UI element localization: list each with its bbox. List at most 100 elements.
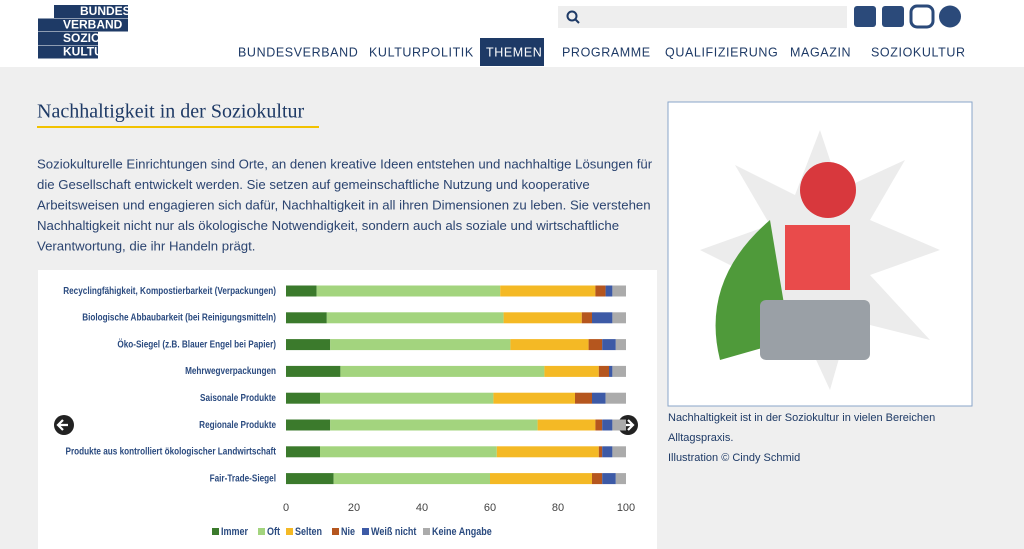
bar-segment bbox=[615, 473, 626, 485]
bar-segment bbox=[286, 473, 334, 485]
logo-text[interactable]: BUNDES bbox=[80, 4, 131, 18]
bar-segment bbox=[592, 473, 603, 485]
x-tick-label: 100 bbox=[617, 502, 635, 514]
bar-segment bbox=[500, 285, 596, 297]
search-box[interactable] bbox=[558, 6, 847, 28]
bar-segment bbox=[326, 312, 504, 324]
bar-segment bbox=[609, 365, 613, 377]
legend-swatch bbox=[286, 528, 293, 535]
legend-swatch bbox=[258, 528, 265, 535]
x-tick-label: 80 bbox=[552, 502, 564, 514]
bar-segment bbox=[286, 392, 320, 404]
bar-segment bbox=[602, 446, 613, 458]
bar-segment bbox=[320, 446, 497, 458]
linkedin-icon[interactable] bbox=[882, 6, 904, 27]
bar-segment bbox=[602, 473, 616, 485]
logo-block[interactable] bbox=[38, 18, 128, 32]
bar-segment bbox=[333, 473, 490, 485]
bar-segment bbox=[595, 285, 606, 297]
logo-block[interactable] bbox=[38, 45, 98, 59]
bar-segment bbox=[490, 473, 592, 485]
instagram-icon[interactable] bbox=[909, 4, 935, 29]
illustration-shirt bbox=[785, 225, 850, 290]
article-line: Verantwortung, die ihr Handeln prägt. bbox=[37, 238, 255, 253]
logo-text[interactable]: SOZIO bbox=[63, 31, 100, 45]
category-label: Öko-Siegel (z.B. Blauer Engel bei Papier… bbox=[117, 337, 276, 349]
category-label: Saisonale Produkte bbox=[200, 391, 276, 403]
bar-segment bbox=[496, 446, 599, 458]
illustration-helmet bbox=[800, 162, 856, 218]
nav-item[interactable]: SOZIOKULTUR bbox=[871, 45, 966, 59]
nav-item[interactable]: MAGAZIN bbox=[790, 45, 851, 59]
bar-segment bbox=[612, 446, 626, 458]
legend-label: Weiß nicht bbox=[371, 526, 417, 538]
nav-item[interactable]: KULTURPOLITIK bbox=[369, 45, 474, 59]
article-line: Arbeitsweisen und engagieren sich dafür,… bbox=[37, 197, 651, 212]
x-tick-label: 0 bbox=[283, 502, 289, 514]
caption-line: Nachhaltigkeit ist in der Soziokultur in… bbox=[668, 412, 935, 424]
bar-segment bbox=[612, 419, 626, 431]
caption-line: Illustration © Cindy Schmid bbox=[668, 452, 800, 464]
article-line: Nachhaltigkeit nicht nur als ökologische… bbox=[37, 218, 619, 233]
bar-segment bbox=[595, 419, 603, 431]
bar-segment bbox=[286, 446, 320, 458]
bar-segment bbox=[602, 419, 613, 431]
bar-segment bbox=[510, 339, 589, 351]
article-line: Soziokulturelle Einrichtungen sind Orte,… bbox=[37, 156, 653, 171]
nav-item[interactable]: QUALIFIZIERUNG bbox=[665, 45, 778, 59]
legend-label: Keine Angabe bbox=[432, 526, 492, 538]
category-label: Recyclingfähigkeit, Kompostierbarkeit (V… bbox=[63, 284, 276, 296]
facebook-icon[interactable] bbox=[939, 5, 961, 28]
illustration-case bbox=[760, 300, 870, 360]
bar-segment bbox=[330, 339, 511, 351]
legend-swatch bbox=[332, 528, 339, 535]
bar-segment bbox=[612, 312, 626, 324]
prev-arrow-glyph bbox=[56, 419, 68, 431]
legend-swatch bbox=[362, 528, 369, 535]
news-icon[interactable] bbox=[854, 6, 876, 27]
article-line: die Gesellschaft entwickelt werden. Sie … bbox=[37, 177, 590, 192]
bar-segment bbox=[581, 312, 592, 324]
legend-label: Selten bbox=[295, 526, 322, 538]
bar-segment bbox=[598, 365, 609, 377]
bar-segment bbox=[330, 419, 538, 431]
logo-text[interactable]: VERBAND bbox=[63, 18, 123, 32]
bar-segment bbox=[493, 392, 575, 404]
bar-segment bbox=[612, 285, 626, 297]
logo-text[interactable]: KULTUR bbox=[63, 45, 112, 59]
bar-segment bbox=[320, 392, 494, 404]
bar-segment bbox=[575, 392, 592, 404]
bar-segment bbox=[537, 419, 596, 431]
x-tick-label: 60 bbox=[484, 502, 496, 514]
legend-label: Immer bbox=[221, 526, 248, 538]
bar-segment bbox=[286, 365, 341, 377]
legend-swatch bbox=[423, 528, 430, 535]
category-label: Produkte aus kontrolliert ökologischer L… bbox=[66, 445, 277, 457]
bar-segment bbox=[605, 285, 613, 297]
bar-segment bbox=[615, 339, 626, 351]
x-tick-label: 20 bbox=[348, 502, 360, 514]
category-label: Fair-Trade-Siegel bbox=[210, 471, 276, 483]
bar-segment bbox=[592, 312, 613, 324]
logo-block[interactable] bbox=[38, 32, 98, 45]
bar-segment bbox=[588, 339, 603, 351]
legend-swatch bbox=[212, 528, 219, 535]
bar-segment bbox=[286, 285, 317, 297]
article-title: Nachhaltigkeit in der Soziokultur bbox=[37, 101, 304, 123]
bar-segment bbox=[503, 312, 582, 324]
search-icon[interactable] bbox=[566, 10, 578, 22]
logo-block[interactable] bbox=[54, 5, 128, 18]
category-label: Regionale Produkte bbox=[199, 418, 276, 430]
bar-segment bbox=[612, 365, 626, 377]
nav-active-bg[interactable] bbox=[480, 38, 544, 66]
bar-segment bbox=[286, 339, 331, 351]
caption-line: Alltagspraxis. bbox=[668, 432, 733, 444]
bar-segment bbox=[286, 312, 327, 324]
nav-item[interactable]: PROGRAMME bbox=[562, 45, 651, 59]
nav-item[interactable]: THEMEN bbox=[486, 45, 542, 59]
bar-segment bbox=[544, 365, 599, 377]
nav-item[interactable]: BUNDESVERBAND bbox=[238, 45, 358, 59]
bar-segment bbox=[592, 392, 606, 404]
